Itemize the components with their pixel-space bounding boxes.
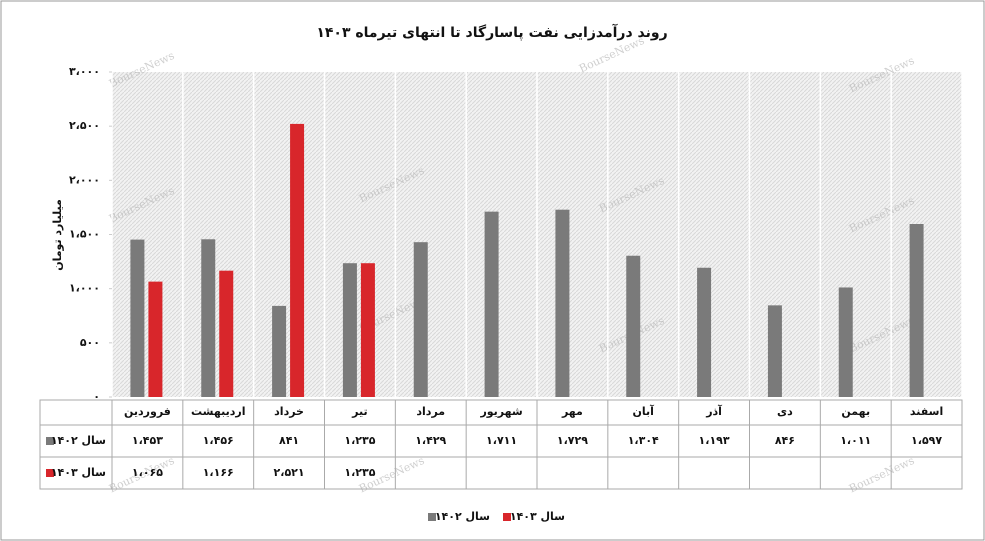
- x-tick-label: فروردین: [124, 405, 171, 418]
- table-value: ۱،۷۱۱: [486, 434, 517, 447]
- chart-title: روند درآمدزایی نفت پاسارگاد تا انتهای تی…: [316, 23, 667, 41]
- table-value: ۸۴۱: [279, 434, 299, 447]
- bar: [413, 242, 428, 397]
- x-tick-label: اردیبهشت: [191, 405, 245, 418]
- y-axis-label: میلیارد تومان: [51, 199, 64, 271]
- x-tick-label: مهر: [561, 405, 583, 418]
- table-value: ۱،۴۵۶: [203, 434, 234, 447]
- bar: [148, 281, 163, 397]
- legend-label: سال ۱۴۰۲: [435, 510, 490, 523]
- bar: [290, 123, 305, 398]
- bar: [360, 263, 375, 397]
- x-tick-label: خرداد: [274, 405, 304, 418]
- x-tick-label: مرداد: [416, 405, 445, 418]
- bar: [767, 305, 782, 397]
- legend-key: [428, 513, 436, 521]
- table-value: ۱،۳۰۴: [628, 434, 659, 447]
- bar: [201, 239, 216, 397]
- table-value: ۱،۰۱۱: [840, 434, 871, 447]
- legend-label: سال ۱۴۰۳: [510, 510, 565, 523]
- y-tick-label: ۵۰۰: [80, 336, 100, 349]
- bar: [697, 267, 712, 397]
- legend-key: [46, 469, 54, 477]
- x-tick-label: اسفند: [910, 405, 943, 418]
- row-header: سال ۱۴۰۲: [51, 434, 106, 447]
- legend-key: [503, 513, 511, 521]
- table-value: ۱،۰۶۵: [132, 466, 163, 479]
- y-tick-label: ۲،۰۰۰: [69, 173, 100, 186]
- x-tick-label: شهریور: [479, 405, 522, 418]
- bar: [909, 223, 924, 397]
- bar: [219, 270, 234, 397]
- y-tick-label: ۱،۵۰۰: [69, 228, 100, 241]
- x-tick-label: بهمن: [841, 405, 870, 418]
- table-value: ۱،۱۹۳: [699, 434, 730, 447]
- y-tick-label: ۳،۰۰۰: [69, 65, 100, 78]
- bar: [555, 209, 570, 397]
- x-tick-label: دی: [777, 405, 793, 418]
- legend-key: [46, 437, 54, 445]
- y-tick-label: ۱،۰۰۰: [69, 282, 100, 295]
- bar: [342, 263, 357, 397]
- table-value: ۱،۷۲۹: [557, 434, 588, 447]
- bar: [484, 211, 499, 397]
- table-value: ۱،۲۳۵: [344, 434, 375, 447]
- table-value: ۸۴۶: [775, 434, 795, 447]
- table-value: ۱،۲۳۵: [344, 466, 375, 479]
- bar: [838, 287, 853, 397]
- y-tick-label: ۰: [93, 390, 100, 403]
- x-tick-label: آذر: [705, 404, 722, 418]
- table-value: ۱،۵۹۷: [911, 434, 942, 447]
- bar: [130, 239, 145, 397]
- x-tick-label: تیر: [351, 405, 367, 418]
- row-header: سال ۱۴۰۳: [51, 466, 106, 479]
- table-value: ۱،۱۶۶: [203, 466, 234, 479]
- table-value: ۲،۵۲۱: [274, 466, 305, 479]
- table-value: ۱،۴۲۹: [415, 434, 446, 447]
- bar: [272, 305, 287, 397]
- table-value: ۱،۴۵۳: [132, 434, 163, 447]
- x-tick-label: آبان: [633, 404, 655, 418]
- bar: [626, 255, 641, 397]
- y-tick-label: ۲،۵۰۰: [69, 119, 100, 132]
